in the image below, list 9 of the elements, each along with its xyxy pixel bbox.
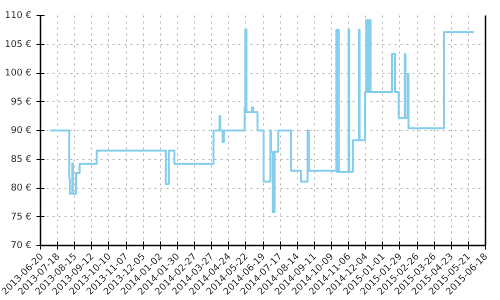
- y-tick-label: 70 €: [10, 240, 32, 251]
- y-tick-label: 105 €: [4, 38, 32, 50]
- y-tick-label: 95 €: [10, 96, 32, 108]
- y-tick-label: 90 €: [10, 125, 32, 136]
- y-tick-label: 80 €: [10, 182, 32, 194]
- y-tick-label: 100 €: [4, 68, 32, 78]
- y-tick-label: 110 €: [4, 10, 32, 21]
- y-tick-label: 85 €: [10, 154, 32, 165]
- y-tick-label: 75 €: [10, 211, 32, 222]
